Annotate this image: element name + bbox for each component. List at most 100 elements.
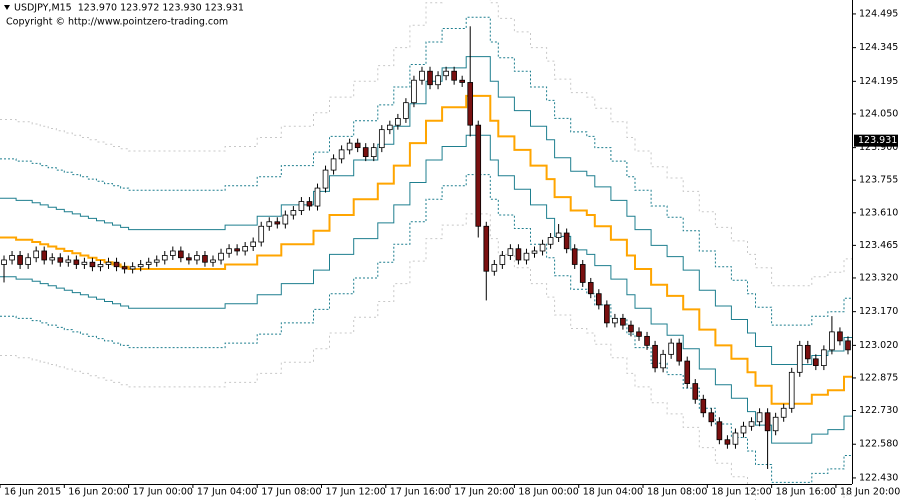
y-tick-label: 124.050 <box>859 108 898 119</box>
candle-body <box>612 317 618 324</box>
candle-body <box>274 221 281 225</box>
candle-body <box>226 248 232 254</box>
candle-body <box>25 257 31 265</box>
candle-body <box>258 225 265 243</box>
candle-body <box>451 70 457 81</box>
candle-body <box>411 79 417 104</box>
x-tick-label: 18 Jun 08:00 <box>647 487 707 498</box>
y-tick-label: 122.875 <box>859 372 898 383</box>
candle-body <box>604 304 610 324</box>
candle-body <box>330 158 337 171</box>
candle-body <box>523 252 530 261</box>
x-tick-label: 17 Jun 04:00 <box>197 487 257 498</box>
candle-body <box>660 353 666 369</box>
candle-body <box>668 342 674 355</box>
candle-body <box>684 360 691 384</box>
y-tick-label: 123.465 <box>859 240 898 251</box>
candle-body <box>81 261 88 265</box>
y-tick-label: 123.320 <box>859 272 898 283</box>
candle-body <box>491 264 498 272</box>
candle-body <box>338 149 345 160</box>
y-tick-label: 122.580 <box>859 439 898 450</box>
candle-body <box>395 118 401 126</box>
candle-body <box>169 250 176 256</box>
x-tick-label: 17 Jun 16:00 <box>390 487 450 498</box>
y-tick-label: 123.900 <box>859 142 898 153</box>
candle-body <box>813 358 819 366</box>
candle-body <box>97 264 104 268</box>
candle-body <box>9 255 15 261</box>
candle-body <box>17 255 23 265</box>
candle-body <box>41 250 48 261</box>
candle-body <box>596 293 602 306</box>
y-tick-label: 124.345 <box>859 42 898 53</box>
x-tick-label: 17 Jun 20:00 <box>454 487 514 498</box>
candle-body <box>676 342 682 362</box>
candle-body <box>266 221 273 227</box>
candle-body <box>845 340 851 351</box>
candle-body <box>218 252 224 261</box>
candle-body <box>290 210 297 216</box>
candle-body <box>555 232 562 238</box>
y-tick-label: 123.755 <box>859 175 898 186</box>
band-line <box>0 134 852 444</box>
candle-body <box>579 264 586 283</box>
candle-body <box>764 412 771 432</box>
candle-body <box>194 255 200 261</box>
candle-body <box>354 142 361 149</box>
band-line <box>0 213 852 504</box>
current-price-box <box>854 134 898 147</box>
candle-body <box>403 102 409 119</box>
candle-body <box>419 70 425 81</box>
candle-body <box>178 250 184 259</box>
chart-title: USDJPY,M15 123.970 123.972 123.930 123.9… <box>14 3 244 14</box>
candle-body <box>563 232 570 250</box>
candle-body <box>772 416 779 432</box>
candle-body <box>507 248 514 256</box>
candle-body <box>748 421 755 427</box>
candle-body <box>547 237 554 245</box>
candle-body <box>57 257 64 263</box>
candle-body <box>186 257 192 261</box>
candle-body <box>467 82 474 126</box>
y-tick-label: 123.170 <box>859 306 898 317</box>
candle-body <box>475 124 482 227</box>
candle-body <box>298 201 305 211</box>
candle-body <box>145 261 152 265</box>
candle-body <box>33 250 39 259</box>
candle-body <box>161 255 168 261</box>
candle-body <box>459 79 465 83</box>
chart-subtitle: Copyright © http://www.pointzero-trading… <box>6 17 228 28</box>
candle-body <box>740 425 747 434</box>
x-tick-label: 18 Jun 20:00 <box>840 487 900 498</box>
candle-body <box>443 70 449 77</box>
band-line <box>0 56 852 365</box>
candle-body <box>210 259 216 263</box>
x-tick-label: 17 Jun 00:00 <box>133 487 193 498</box>
candle-body <box>250 241 257 247</box>
x-tick-label: 18 Jun 04:00 <box>583 487 643 498</box>
candle-body <box>73 259 80 265</box>
x-tick-label: 18 Jun 12:00 <box>711 487 771 498</box>
candle-body <box>65 259 72 263</box>
candle-body <box>89 261 96 268</box>
y-tick-label: 123.020 <box>859 340 898 351</box>
x-tick-label: 18 Jun 00:00 <box>518 487 578 498</box>
candle-body <box>804 344 811 360</box>
candle-body <box>837 331 843 342</box>
x-tick-label: 16 Jun 20:00 <box>68 487 128 498</box>
candle-body <box>483 225 490 272</box>
candle-body <box>387 124 393 131</box>
candle-body <box>202 255 208 263</box>
x-tick-label: 16 Jun 2015 <box>4 487 61 498</box>
candle-body <box>282 214 289 225</box>
y-tick-label: 123.610 <box>859 207 898 218</box>
candle-body <box>322 169 329 189</box>
candle-body <box>234 248 240 252</box>
candle-body <box>362 147 369 158</box>
plot-area <box>0 0 852 504</box>
candle-body <box>1 259 7 265</box>
candle-body <box>346 142 353 151</box>
